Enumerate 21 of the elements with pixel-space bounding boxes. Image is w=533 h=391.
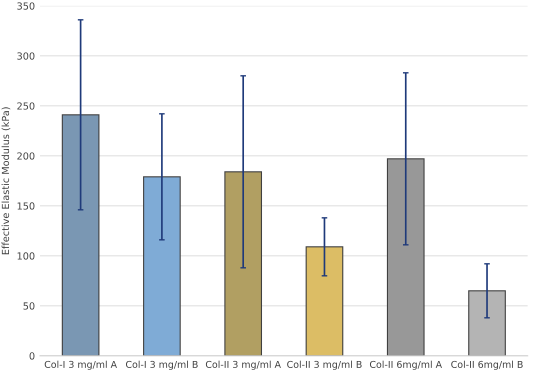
y-tick-label: 100 xyxy=(18,252,34,260)
bar xyxy=(386,158,425,356)
x-tick-label: Col-II 6mg/ml B xyxy=(451,360,523,370)
y-axis-title: Effective Elastic Modulus (kPa) xyxy=(2,107,10,254)
bar xyxy=(224,171,262,356)
x-tick-label: Col-II 3 mg/ml B xyxy=(287,360,362,370)
y-tick-label: 50 xyxy=(23,302,34,310)
x-tick-label: Col-II 6mg/ml A xyxy=(370,360,442,370)
y-tick-label: 300 xyxy=(17,52,34,60)
y-tick-label: 150 xyxy=(18,202,34,210)
bar xyxy=(143,176,181,356)
y-tick-label: 250 xyxy=(17,102,34,110)
x-tick-label: Col-I 3 mg/ml B xyxy=(126,360,198,370)
bar xyxy=(62,114,100,356)
bar xyxy=(306,246,344,356)
bar xyxy=(468,290,506,356)
y-tick-label: 350 xyxy=(17,2,34,10)
x-tick-label: Col-I 3 mg/ml A xyxy=(44,360,117,370)
y-tick-label: 0 xyxy=(30,352,34,360)
x-tick-label: Col-II 3 mg/ml A xyxy=(206,360,281,370)
y-tick-label: 200 xyxy=(17,152,34,160)
